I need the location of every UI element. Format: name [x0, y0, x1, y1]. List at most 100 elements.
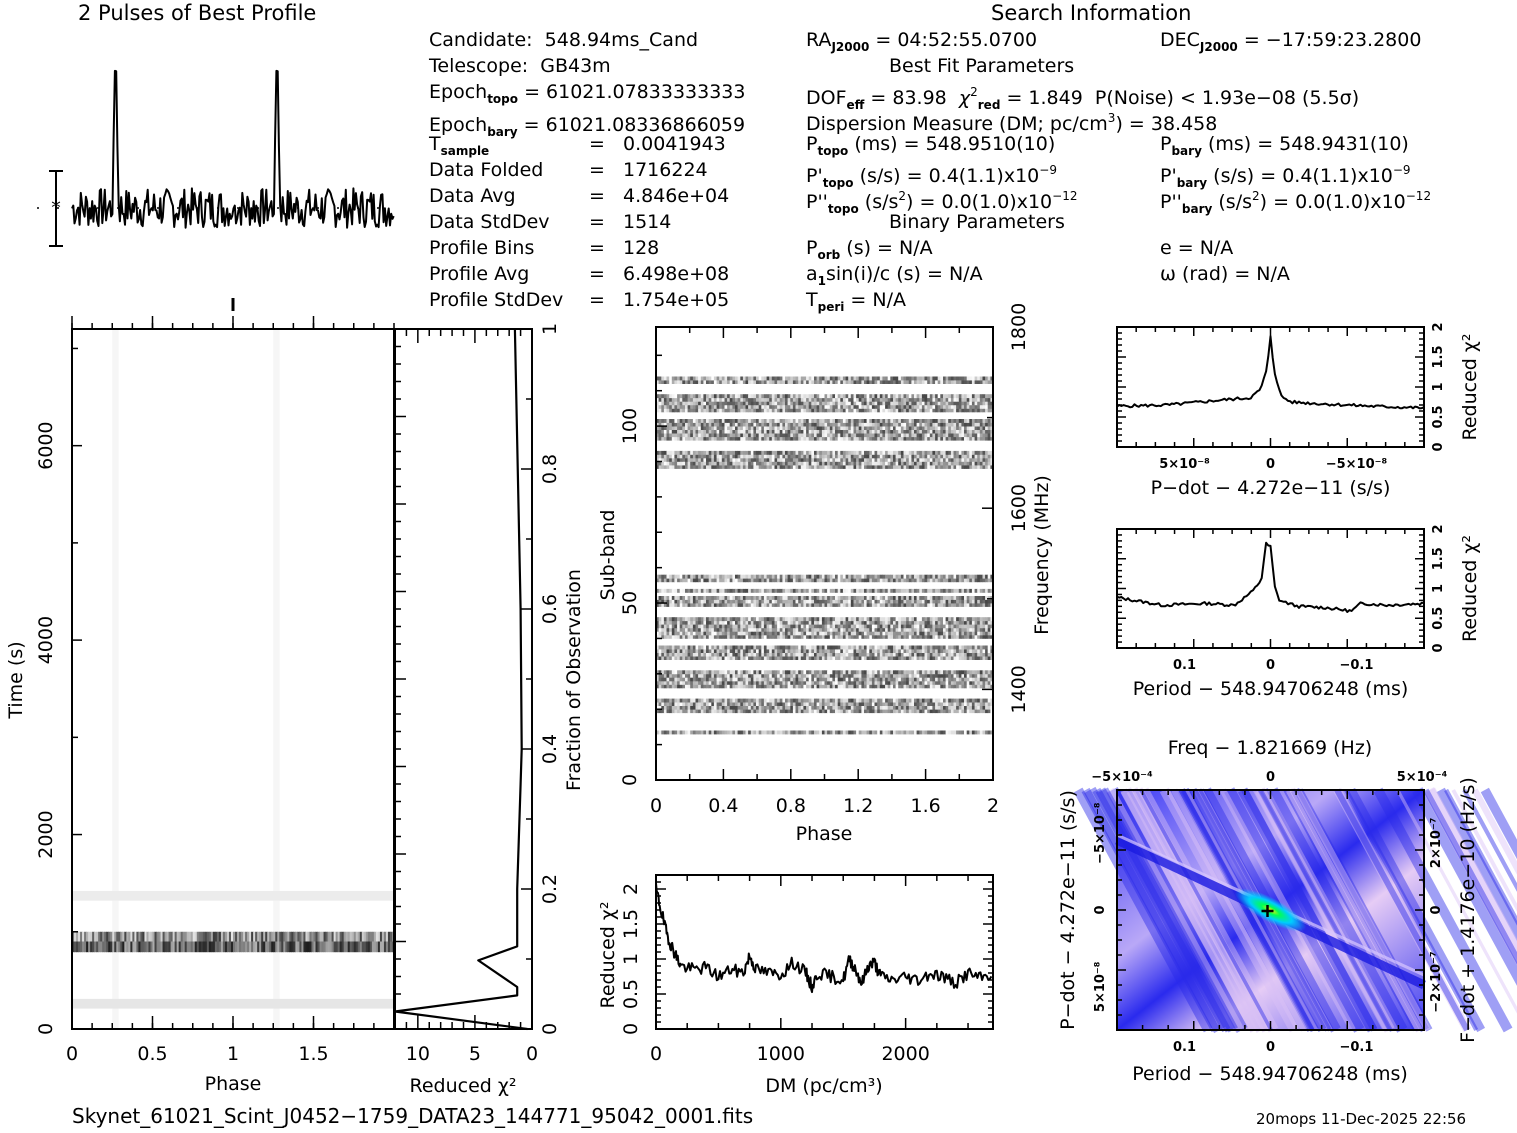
subband-pixel: [742, 617, 746, 622]
subband-pixel: [816, 433, 820, 438]
subband-pixel: [977, 631, 981, 636]
subband-pixel: [937, 596, 941, 600]
subband-pixel: [674, 588, 678, 593]
subband-pixel: [948, 457, 952, 462]
subband-pixel: [808, 652, 812, 657]
subband-pixel: [866, 429, 870, 434]
subband-pixel: [763, 433, 767, 438]
subband-pixel: [858, 677, 862, 682]
subband-pixel: [832, 698, 836, 703]
subband-pixel: [864, 620, 867, 625]
subband-pixel: [758, 645, 762, 650]
subband-pixel: [979, 670, 983, 675]
subband-pixel: [698, 624, 702, 629]
subband-pixel: [861, 730, 865, 735]
subband-pixel: [898, 578, 902, 583]
subband-pixel: [692, 634, 696, 639]
subband-pixel: [798, 603, 802, 607]
band-pixel: [379, 941, 383, 953]
subband-pixel: [763, 461, 767, 466]
subband-pixel: [824, 574, 828, 579]
subband-pixel: [792, 709, 796, 714]
subband-pixel: [919, 588, 923, 593]
subband-pixel: [824, 433, 828, 438]
subband-pixel: [732, 702, 736, 706]
subband-pixel: [745, 709, 749, 714]
subband-pixel: [964, 457, 967, 462]
subband-pixel: [840, 620, 844, 625]
subband-pixel: [856, 730, 860, 735]
subband-pixel: [898, 429, 902, 434]
subband-pixel: [777, 634, 781, 639]
subband-pixel: [877, 709, 881, 714]
subband-pixel: [713, 624, 717, 629]
subband-pixel: [908, 603, 912, 607]
subband-pixel: [763, 634, 767, 639]
subband-pixel: [795, 673, 799, 678]
subband-pixel: [677, 673, 681, 678]
subband-pixel: [713, 426, 717, 430]
band-pixel: [357, 941, 361, 953]
band-pixel: [339, 941, 343, 953]
subband-pixel: [761, 603, 765, 607]
subband-pixel: [919, 634, 923, 639]
subband-pixel: [898, 705, 902, 710]
subband-pixel: [929, 596, 933, 600]
subband-pixel: [985, 617, 989, 622]
subband-pixel: [887, 433, 891, 438]
subband-pixel: [806, 656, 810, 660]
subband-pixel: [827, 450, 831, 455]
band-pixel: [192, 941, 196, 953]
subband-pixel: [745, 702, 749, 706]
subband-pixel: [940, 457, 944, 462]
subband-pixel: [692, 730, 696, 735]
subband-pixel: [908, 596, 912, 600]
band-pixel: [102, 941, 105, 953]
subband-pixel: [658, 620, 662, 625]
subband-pixel: [706, 461, 709, 466]
subband-pixel: [903, 603, 907, 607]
band-pixel: [168, 941, 172, 953]
subband-pixel: [656, 603, 659, 607]
subband-pixel: [885, 620, 889, 625]
subband-pixel: [990, 596, 994, 600]
subband-pixel: [816, 578, 820, 583]
subband-pixel: [832, 433, 836, 438]
subband-pixel: [916, 677, 920, 682]
band-pixel: [162, 941, 166, 953]
subband-pixel: [958, 673, 962, 678]
subband-pixel: [911, 680, 915, 685]
subband-pixel: [877, 617, 881, 622]
subband-pixel: [850, 465, 854, 469]
subband-pixel: [716, 705, 720, 710]
subband-pixel: [906, 454, 910, 459]
subband-pixel: [821, 433, 825, 438]
subband-pixel: [779, 670, 783, 675]
subband-pixel: [948, 631, 952, 636]
subband-pixel: [782, 656, 786, 660]
subband-pixel: [687, 617, 691, 622]
subband-pixel: [956, 465, 960, 469]
band-pixel: [136, 931, 139, 942]
subband-pixel: [663, 652, 667, 657]
subband-pixel: [695, 465, 699, 469]
subband-pixel: [808, 673, 812, 678]
band-pixel: [128, 931, 131, 942]
subband-pixel: [895, 634, 899, 639]
subband-pixel: [769, 645, 773, 650]
subband-pixel: [935, 702, 939, 706]
subband-pixel: [803, 574, 807, 579]
subband-pixel: [682, 596, 686, 600]
subband-pixel: [735, 684, 738, 689]
subband-pixel: [821, 709, 825, 714]
subband-pixel: [685, 596, 688, 600]
subband-pixel: [882, 596, 886, 600]
subband-pixel: [932, 698, 936, 703]
band-pixel: [204, 941, 208, 953]
subband-pixel: [682, 429, 686, 434]
subband-pixel: [685, 684, 688, 689]
subband-pixel: [842, 684, 846, 689]
subband-pixel: [700, 457, 704, 462]
subband-pixel: [790, 702, 794, 706]
subband-pixel: [969, 684, 973, 689]
